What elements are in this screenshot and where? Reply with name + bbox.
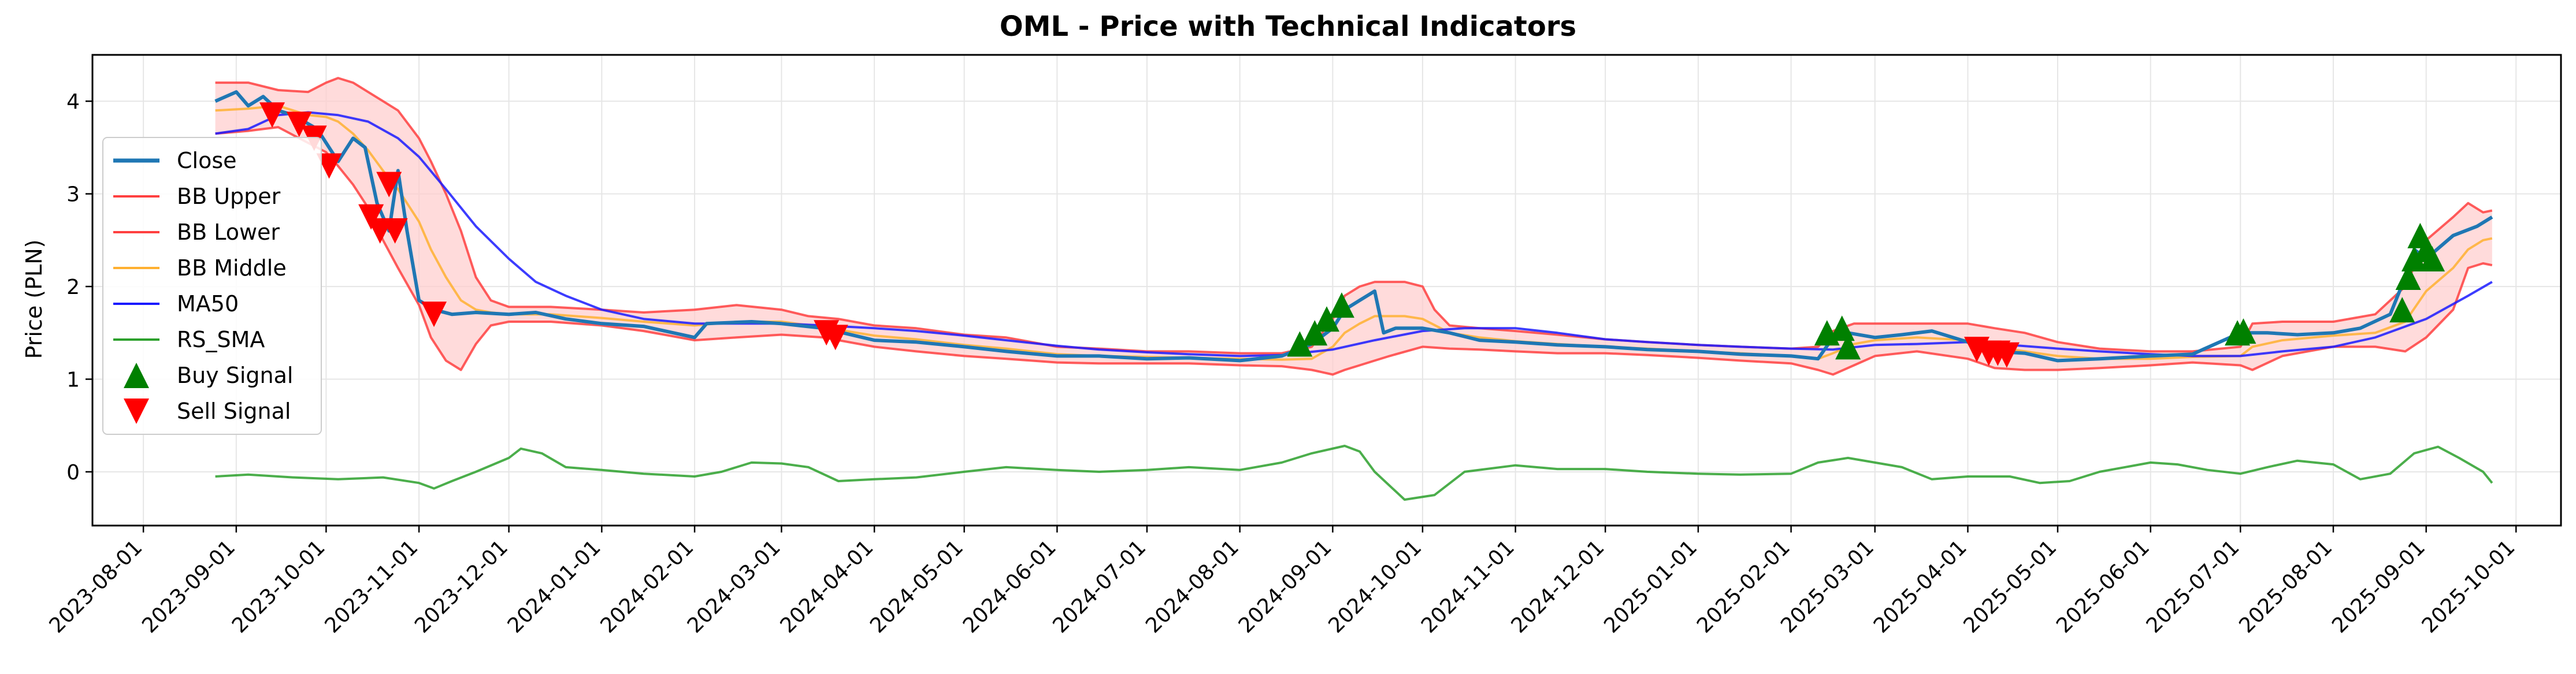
buy-signal-marker: [1835, 334, 1861, 360]
x-tick-label: 2025-08-01: [2234, 535, 2337, 638]
gridlines: [92, 55, 2561, 526]
legend-swatch-buy-signal: [124, 363, 149, 388]
y-axis-label: Price (PLN): [21, 240, 47, 359]
y-tick-label: 1: [66, 368, 80, 392]
legend-swatch-sell-signal: [124, 399, 149, 424]
x-tick-label: 2024-01-01: [503, 535, 606, 638]
x-tick-label: 2024-11-01: [1417, 535, 1519, 638]
x-tick-label: 2024-06-01: [959, 535, 1061, 638]
buy-signal-marker: [2230, 318, 2256, 344]
x-tick-label: 2025-05-01: [1959, 535, 2061, 638]
buy-signal-marker: [1328, 292, 1354, 318]
legend-box: [102, 137, 322, 435]
x-tick-label: 2023-11-01: [321, 535, 423, 638]
buy-signal-marker: [1829, 315, 1855, 341]
x-tick-label: 2025-07-01: [2142, 535, 2244, 638]
buy-signal-marker: [2395, 265, 2421, 291]
series-line-bb-middle: [215, 105, 2493, 361]
series-line-rs-sma: [215, 445, 2493, 501]
series-line-ma50: [215, 111, 2493, 358]
legend-label: Close: [177, 148, 237, 173]
x-tick-label: 2025-04-01: [1869, 535, 1972, 638]
sell-signal-marker: [316, 153, 342, 179]
series-lines: [214, 77, 2493, 501]
sell-signal-marker: [358, 204, 384, 230]
y-tick-label: 0: [66, 461, 80, 485]
y-tick-label: 4: [66, 90, 80, 114]
x-tick-label: 2024-12-01: [1507, 535, 1609, 638]
series-line-bb-upper: [215, 77, 2493, 355]
x-tick-label: 2024-02-01: [596, 535, 699, 638]
legend-label: Sell Signal: [177, 399, 291, 424]
x-tick-label: 2024-08-01: [1141, 535, 1244, 638]
buy-signal-marker: [1314, 306, 1339, 332]
legend-label: RS_SMA: [177, 327, 265, 352]
x-tick-label: 2024-09-01: [1234, 535, 1337, 638]
sell-signal-marker: [382, 218, 408, 244]
chart-title: OML - Price with Technical Indicators: [1000, 10, 1576, 43]
plot-frame: [91, 54, 2562, 527]
x-tick-label: 2025-09-01: [2328, 535, 2430, 638]
x-tick-label: 2024-10-01: [1324, 535, 1426, 638]
x-tick-label: 2024-05-01: [866, 535, 968, 638]
buy-signal-marker: [2419, 245, 2445, 271]
y-tick-label: 2: [66, 275, 80, 299]
y-tick-label: 3: [66, 183, 80, 207]
buy-signal-marker: [2401, 245, 2427, 271]
buy-signal-marker: [1287, 331, 1313, 357]
legend-label: Buy Signal: [177, 363, 293, 388]
sell-signal-marker: [421, 301, 447, 327]
series-line-bb-lower: [215, 126, 2493, 376]
x-tick-label: 2023-09-01: [138, 535, 240, 638]
buy-signal-marker: [2389, 297, 2415, 323]
legend: Close BB Upper BB Lower BB Middle MA50 RS_SMA…: [102, 137, 322, 435]
x-tick-label: 2025-01-01: [1599, 535, 1702, 638]
x-tick-label: 2023-08-01: [45, 535, 147, 638]
legend-label: BB Upper: [177, 184, 281, 209]
x-tick-label: 2023-10-01: [228, 535, 330, 638]
sell-signal-marker: [822, 325, 848, 351]
x-tick-label: 2025-10-01: [2418, 535, 2520, 638]
y-axis-ticks: 0 1 2 3 4: [66, 90, 92, 485]
x-axis-ticks: 2023-08-012023-09-012023-10-012023-11-01…: [45, 526, 2520, 638]
buy-signal-marker: [1302, 320, 1328, 346]
sell-signal-marker: [1994, 342, 2020, 368]
sell-signal-marker: [286, 111, 312, 137]
sell-signal-marker: [376, 172, 402, 198]
x-tick-label: 2024-04-01: [776, 535, 878, 638]
legend-label: BB Lower: [177, 219, 280, 245]
sell-signal-marker: [259, 102, 285, 128]
x-tick-label: 2023-12-01: [410, 535, 513, 638]
legend-label: MA50: [177, 291, 239, 316]
x-tick-label: 2024-03-01: [683, 535, 785, 638]
x-tick-label: 2025-06-01: [2052, 535, 2154, 638]
legend-label: BB Middle: [177, 255, 287, 281]
x-tick-label: 2024-07-01: [1048, 535, 1150, 638]
